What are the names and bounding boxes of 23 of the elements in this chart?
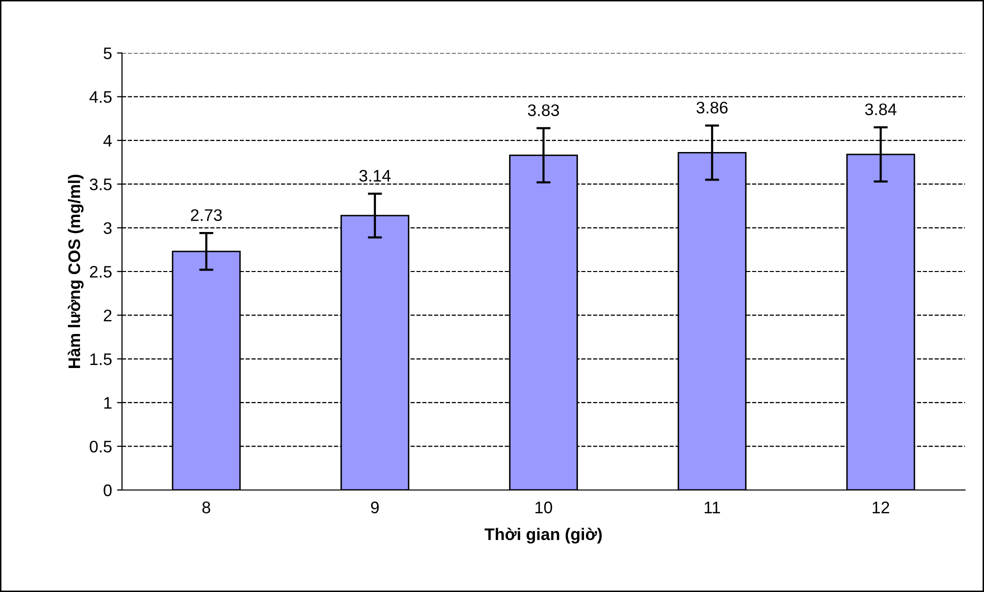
y-tick-label: 1.5	[90, 353, 112, 366]
y-tick-label: 4.5	[89, 91, 112, 103]
x-tick-label: 9	[371, 502, 379, 514]
x-tick-label: 11	[704, 502, 720, 514]
y-axis-title: Hàm lường COS (mg/ml)	[68, 174, 84, 368]
data-label: 3.86	[696, 102, 728, 114]
y-tick-label: 3.5	[90, 178, 112, 190]
x-tick-label: 8	[202, 502, 210, 514]
y-tick-label: 0.5	[90, 440, 112, 453]
y-tick-label: 0	[104, 484, 112, 496]
y-tick-label: 5	[104, 48, 112, 60]
y-tick-label: 2	[104, 310, 112, 322]
data-label: 3.83	[528, 104, 559, 116]
y-tick-label: 3	[104, 222, 112, 234]
y-tick-label: 1	[104, 397, 112, 409]
y-tick-label: 4	[103, 134, 112, 146]
x-tick-label: 12	[872, 502, 890, 514]
data-label: 3.14	[359, 170, 391, 182]
y-tick-label: 2.5	[90, 266, 112, 278]
x-axis-title: Thời gian (giờ)	[484, 528, 602, 544]
data-label: 2.73	[190, 209, 222, 222]
data-label: 3.84	[865, 103, 896, 116]
x-tick-label: 10	[536, 502, 552, 514]
